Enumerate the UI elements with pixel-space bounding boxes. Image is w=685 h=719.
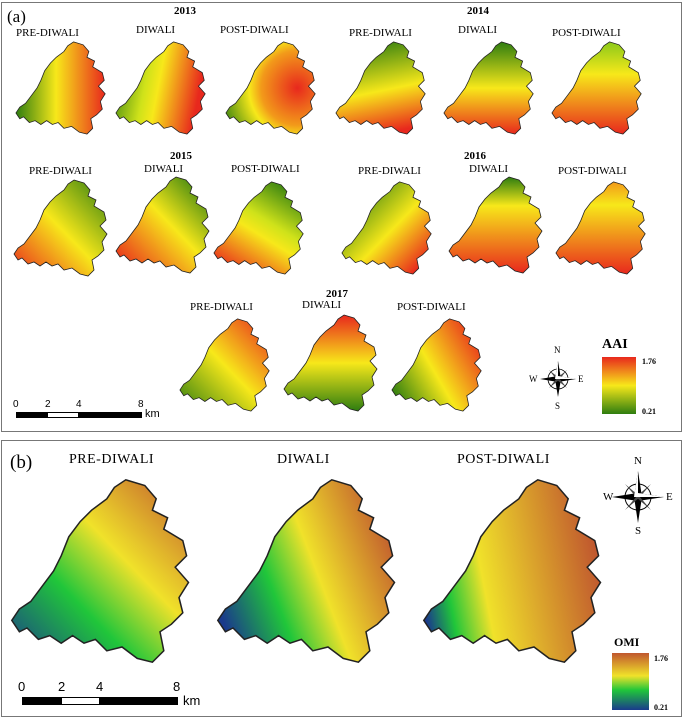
year-2014: 2014 [467,5,489,17]
aai-map-2013-pre [14,38,110,138]
scale-tick: 4 [76,399,82,410]
map-label: PRE-DIWALI [29,165,92,177]
compass-n: N [634,455,642,467]
map-label: DIWALI [302,299,342,311]
panel-b: (b) PRE-DIWALI DIWALI POST-DIWALI 0 2 4 … [1,440,682,717]
scale-tick: 0 [18,679,26,694]
omi-map-diwali [214,471,404,671]
map-label: DIWALI [469,163,509,175]
scale-bar-graphic [22,697,178,705]
aai-map-2013-post [224,38,320,138]
compass-s: S [635,525,642,537]
scale-bar-graphic [16,412,142,418]
legend-title: OMI [614,635,640,649]
legend-title: AAI [602,337,628,352]
aai-map-2016-pre [340,178,436,278]
map-label: PRE-DIWALI [358,165,421,177]
aai-map-2017-diwali [282,313,382,413]
compass-n: N [554,345,561,355]
compass-e: E [578,374,584,384]
year-2017: 2017 [326,288,348,300]
map-label: DIWALI [144,163,184,175]
map-label: POST-DIWALI [397,301,466,313]
scale-tick: 4 [96,679,104,694]
scale-unit: km [145,408,160,420]
panel-a-label: (a) [7,7,26,26]
legend-min: 0.21 [654,703,668,712]
compass-e: E [666,491,673,503]
compass-w: W [603,491,614,503]
map-label: POST-DIWALI [558,165,627,177]
aai-map-2016-post [554,178,650,278]
aai-map-2017-post [390,315,486,415]
aai-map-2015-pre [12,178,112,278]
compass-w: W [529,374,538,384]
scale-tick: 0 [13,399,19,410]
aai-map-2016-diwali [447,175,547,275]
aai-map-2013-diwali [114,38,210,138]
aai-map-2015-post [212,178,308,278]
year-2015: 2015 [170,150,192,162]
scale-tick: 8 [173,679,181,694]
scale-tick: 2 [58,679,66,694]
map-label: POST-DIWALI [552,27,621,39]
legend-colorbar [612,653,649,710]
aai-map-2014-diwali [442,38,538,138]
map-label: PRE-DIWALI [190,301,253,313]
legend-max: 1.76 [642,357,656,366]
aai-map-2017-pre [178,315,274,415]
scale-unit: km [183,693,201,708]
map-label: PRE-DIWALI [349,27,412,39]
omi-map-pre [8,471,198,671]
year-2013: 2013 [174,5,196,17]
legend-min: 0.21 [642,407,656,416]
map-label: POST-DIWALI [457,452,550,467]
scale-tick: 2 [45,399,51,410]
compass-icon [612,471,664,523]
omi-map-post [420,471,610,671]
year-2016: 2016 [464,150,486,162]
legend-colorbar [602,357,636,414]
aai-map-2014-pre [334,38,430,138]
legend-max: 1.76 [654,654,668,663]
map-label: DIWALI [458,24,498,36]
panel-a: (a) 2013 PRE-DIWALI DIWALI POST-DIWALI 2… [1,2,682,432]
map-label: POST-DIWALI [220,24,289,36]
panel-b-label: (b) [10,452,33,473]
map-label: PRE-DIWALI [16,27,79,39]
map-label: PRE-DIWALI [69,452,155,467]
aai-map-2014-post [550,38,646,138]
compass-s: S [555,401,561,411]
map-label: POST-DIWALI [231,163,300,175]
compass-icon [540,361,576,397]
compass-rose: N S E W [602,455,674,537]
aai-map-2015-diwali [114,175,214,275]
map-label: DIWALI [136,24,176,36]
compass-rose: N S E W [528,345,584,412]
scale-tick: 8 [138,399,144,410]
map-label: DIWALI [277,452,330,467]
